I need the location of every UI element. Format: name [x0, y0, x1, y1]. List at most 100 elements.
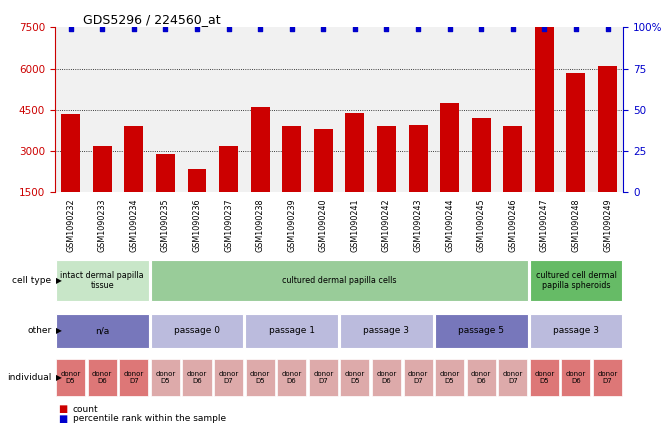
Point [381, 26, 392, 33]
Text: individual: individual [7, 373, 52, 382]
Text: donor
D6: donor D6 [187, 371, 207, 384]
Text: donor
D7: donor D7 [502, 371, 523, 384]
Bar [440, 103, 459, 192]
Text: donor
D6: donor D6 [471, 371, 491, 384]
Point [192, 26, 202, 33]
Bar [434, 27, 465, 192]
Point [350, 26, 360, 33]
Point [223, 26, 234, 33]
Bar [188, 169, 206, 192]
Bar [149, 27, 181, 192]
Text: donor
D7: donor D7 [124, 371, 144, 384]
Point [97, 26, 108, 33]
Text: cultured dermal papilla cells: cultured dermal papilla cells [282, 276, 397, 285]
Bar [151, 260, 527, 301]
Text: donor
D6: donor D6 [566, 371, 586, 384]
Bar [403, 27, 434, 192]
Bar [56, 359, 85, 396]
Text: donor
D7: donor D7 [313, 371, 333, 384]
Bar [566, 73, 586, 192]
Text: percentile rank within the sample: percentile rank within the sample [73, 414, 226, 423]
Text: count: count [73, 405, 98, 414]
Bar [340, 314, 433, 348]
Point [602, 26, 613, 33]
Text: passage 3: passage 3 [553, 327, 599, 335]
Point [255, 26, 266, 33]
Point [570, 26, 581, 33]
Text: other: other [27, 327, 52, 335]
Bar [214, 359, 243, 396]
Text: ▶: ▶ [56, 373, 61, 382]
Text: donor
D5: donor D5 [155, 371, 176, 384]
Bar [340, 359, 369, 396]
Bar [530, 359, 559, 396]
Point [65, 26, 76, 33]
Point [508, 26, 518, 33]
Text: donor
D6: donor D6 [376, 371, 397, 384]
Bar [245, 314, 338, 348]
Text: donor
D7: donor D7 [598, 371, 617, 384]
Bar [56, 314, 149, 348]
Point [444, 26, 455, 33]
Text: donor
D5: donor D5 [440, 371, 460, 384]
Bar [467, 359, 496, 396]
Text: donor
D5: donor D5 [534, 371, 555, 384]
Point [412, 26, 423, 33]
Bar [182, 359, 212, 396]
Bar [277, 359, 306, 396]
Text: passage 3: passage 3 [364, 327, 409, 335]
Text: donor
D6: donor D6 [282, 371, 302, 384]
Bar [282, 126, 301, 192]
Bar [88, 359, 117, 396]
Bar [498, 359, 527, 396]
Text: cultured cell dermal
papilla spheroids: cultured cell dermal papilla spheroids [535, 271, 617, 290]
Bar [56, 260, 149, 301]
Text: n/a: n/a [95, 327, 109, 335]
Bar [535, 25, 554, 192]
Bar [87, 27, 118, 192]
Bar [560, 27, 592, 192]
Text: donor
D5: donor D5 [61, 371, 81, 384]
Bar [435, 314, 527, 348]
Bar [219, 146, 238, 192]
Bar [339, 27, 371, 192]
Text: donor
D7: donor D7 [408, 371, 428, 384]
Bar [371, 27, 403, 192]
Text: passage 5: passage 5 [458, 327, 504, 335]
Bar [307, 27, 339, 192]
Bar [403, 359, 432, 396]
Text: GDS5296 / 224560_at: GDS5296 / 224560_at [83, 14, 221, 26]
Point [128, 26, 139, 33]
Bar [314, 129, 332, 192]
Bar [561, 359, 590, 396]
Point [160, 26, 171, 33]
Text: passage 0: passage 0 [174, 327, 220, 335]
Bar [156, 154, 175, 192]
Text: donor
D6: donor D6 [92, 371, 112, 384]
Bar [408, 125, 428, 192]
Text: donor
D5: donor D5 [250, 371, 270, 384]
Bar [124, 126, 143, 192]
Bar [472, 118, 490, 192]
Text: donor
D7: donor D7 [218, 371, 239, 384]
Bar [465, 27, 497, 192]
Bar [151, 359, 180, 396]
Point [539, 26, 550, 33]
Text: intact dermal papilla
tissue: intact dermal papilla tissue [60, 271, 144, 290]
Bar [118, 27, 149, 192]
Bar [598, 66, 617, 192]
Bar [213, 27, 245, 192]
Bar [529, 27, 560, 192]
Bar [593, 359, 622, 396]
Bar [246, 359, 275, 396]
Bar [119, 359, 148, 396]
Bar [435, 359, 464, 396]
Bar [93, 146, 112, 192]
Bar [245, 27, 276, 192]
Bar [276, 27, 307, 192]
Text: cell type: cell type [13, 276, 52, 285]
Bar [529, 260, 623, 301]
Point [286, 26, 297, 33]
Bar [529, 314, 623, 348]
Bar [55, 27, 87, 192]
